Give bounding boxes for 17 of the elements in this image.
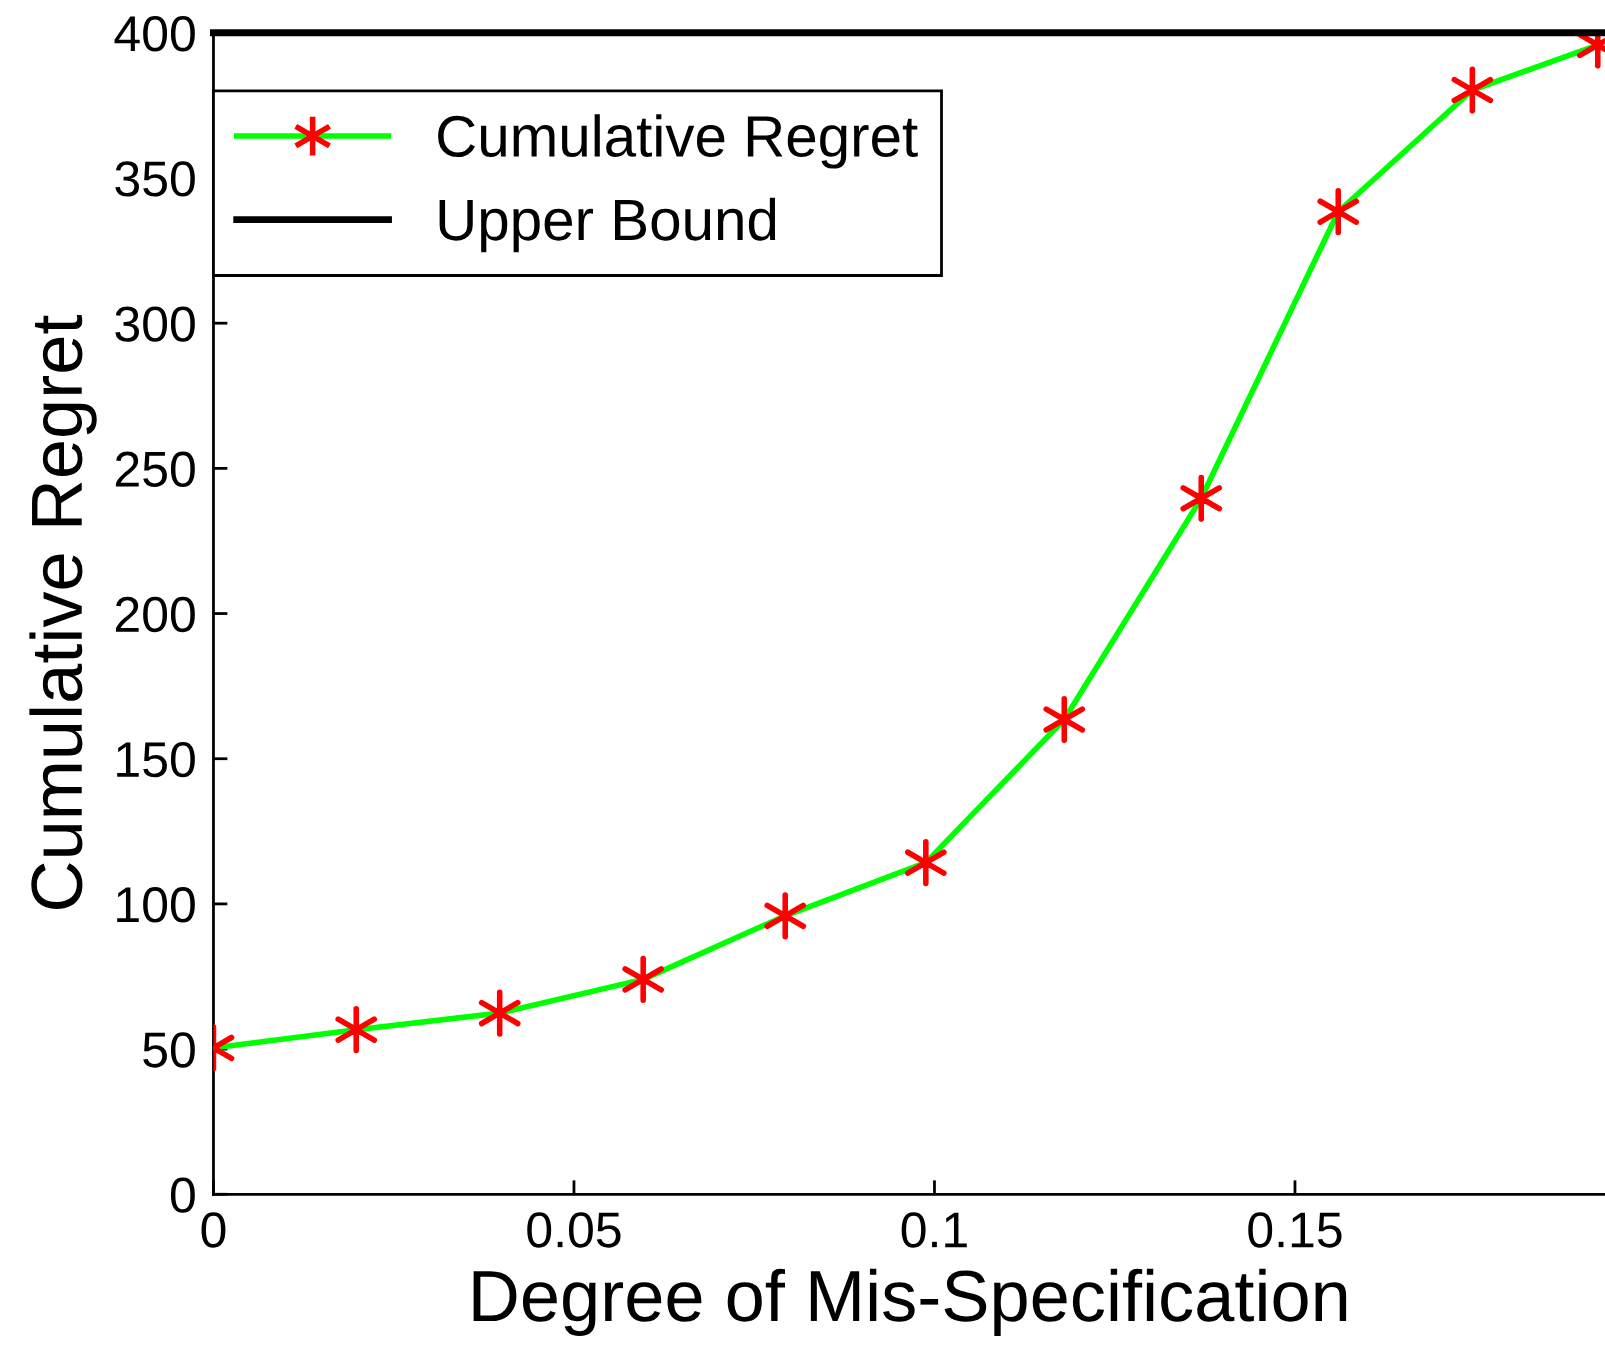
y-tick-label: 300 <box>115 306 195 342</box>
legend-label: Cumulative Regret <box>438 114 918 169</box>
y-tick-label: 50 <box>143 1032 195 1068</box>
y-tick-label: 0 <box>170 1177 195 1213</box>
x-tick-label: 0.1 <box>901 1212 967 1248</box>
x-axis-title: Degree of Mis-Specification <box>473 1268 1347 1336</box>
x-tick-label: 0 <box>201 1212 226 1248</box>
x-tick-label: 0.05 <box>527 1212 621 1248</box>
y-tick-label: 100 <box>117 887 195 923</box>
y-tick-label: 150 <box>117 741 195 778</box>
y-tick-label: 250 <box>115 451 195 487</box>
legend-label: Upper Bound <box>439 197 776 253</box>
y-tick-label: 400 <box>114 16 195 52</box>
y-tick-label: 350 <box>115 161 195 197</box>
y-axis-title: Cumulative Regret <box>29 315 97 909</box>
y-tick-label: 200 <box>115 596 195 633</box>
x-tick-label: 0.15 <box>1248 1212 1342 1248</box>
